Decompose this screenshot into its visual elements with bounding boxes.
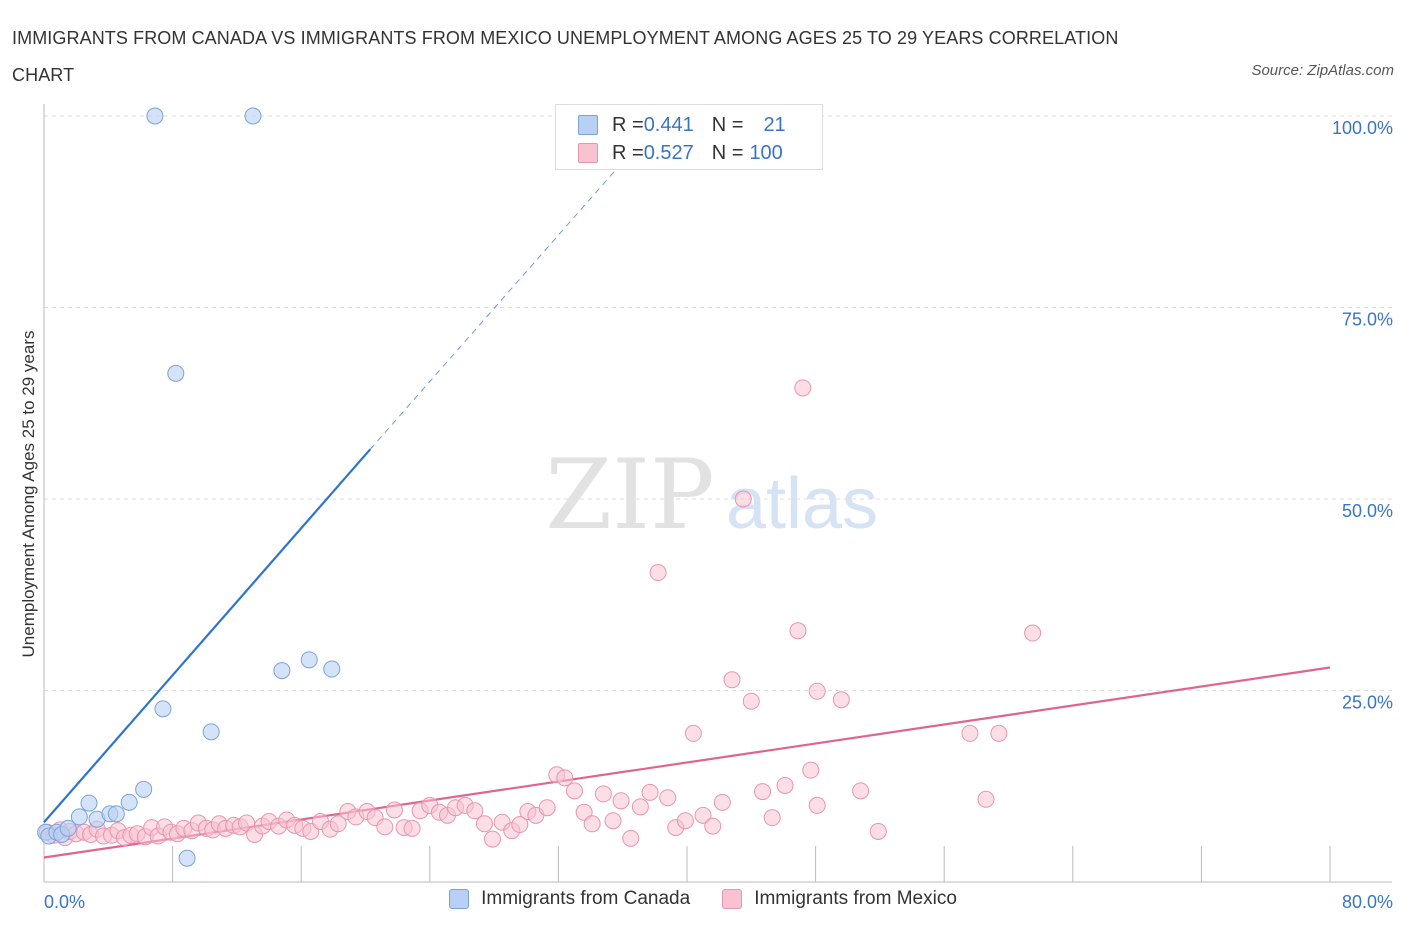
n-value: 21 <box>763 113 786 136</box>
chart-title: IMMIGRANTS FROM CANADA VS IMMIGRANTS FRO… <box>12 28 1119 85</box>
mexico-point <box>676 812 694 830</box>
mexico-point <box>990 724 1008 742</box>
source-label: Source: ZipAtlas.com <box>1251 62 1394 79</box>
mexico-point <box>869 822 887 840</box>
x-tick-label: 80.0% <box>1342 892 1393 912</box>
legend-row-mexico: R = 0.527 N = 100 <box>578 140 783 166</box>
mexico-point <box>832 691 850 709</box>
y-tick-label: 100.0% <box>1332 118 1393 138</box>
mexico-point <box>649 564 667 582</box>
mexico-point <box>238 814 256 832</box>
mexico-point <box>538 799 556 817</box>
mexico-point <box>385 801 403 819</box>
r-value: 0.527 <box>643 141 694 164</box>
canada-point <box>167 364 185 382</box>
canada-swatch <box>578 115 598 135</box>
mexico-point <box>329 815 347 833</box>
mexico-point <box>511 816 529 834</box>
mexico-point <box>704 817 722 835</box>
canada-point <box>300 651 318 669</box>
mexico-point <box>742 692 760 710</box>
mexico-point <box>808 682 826 700</box>
canada-point <box>59 819 77 837</box>
mexico-point <box>808 796 826 814</box>
r-label: R = <box>612 113 644 136</box>
y-tick-label: 25.0% <box>1342 693 1393 713</box>
canada-point <box>146 107 164 125</box>
mexico-point <box>403 819 421 837</box>
mexico-swatch <box>578 143 598 163</box>
n-value: 100 <box>749 141 783 164</box>
y-axis-label: Unemployment Among Ages 25 to 29 years <box>19 331 38 658</box>
mexico-point <box>583 815 601 833</box>
canada-point <box>178 849 196 867</box>
mexico-point <box>475 815 493 833</box>
y-tick-label: 50.0% <box>1342 501 1393 521</box>
canada-point <box>154 700 172 718</box>
correlation-legend: R = 0.441 N = 21 R = 0.527 N = 100 <box>555 104 823 170</box>
n-label: N = <box>711 141 744 164</box>
canada-legend-swatch <box>449 889 470 909</box>
mexico-point <box>694 806 712 824</box>
mexico-point <box>977 790 995 808</box>
canada-point <box>202 723 220 741</box>
series-legend: Immigrants from Canada Immigrants from M… <box>0 888 1406 910</box>
mexico-point <box>631 798 649 816</box>
r-label: R = <box>612 141 644 164</box>
canada-points <box>37 107 341 867</box>
mexico-point <box>754 783 772 801</box>
mexico-point <box>776 776 794 794</box>
mexico-point <box>565 782 583 800</box>
mexico-point <box>713 793 731 811</box>
canada-point <box>120 793 138 811</box>
legend-item-canada: Immigrants from Canada <box>449 888 690 910</box>
y-tick-label: 75.0% <box>1342 310 1393 330</box>
n-label: N = <box>711 113 744 136</box>
mexico-point <box>556 769 574 787</box>
watermark-zip: ZIP <box>545 439 714 551</box>
canada-trend-extension <box>369 161 624 450</box>
mexico-point <box>483 830 501 848</box>
grid-lines <box>44 115 1392 691</box>
canada-point <box>135 780 153 798</box>
mexico-point <box>723 671 741 689</box>
mexico-legend-swatch <box>722 889 743 909</box>
canada-point <box>244 107 262 125</box>
x-tick-label: 0.0% <box>44 892 85 912</box>
mexico-point <box>961 724 979 742</box>
mexico-point <box>734 490 752 508</box>
mexico-point <box>376 818 394 836</box>
r-value: 0.441 <box>643 113 694 136</box>
canada-point <box>273 662 291 680</box>
mexico-point <box>794 379 812 397</box>
mexico-points <box>38 379 1042 848</box>
mexico-point <box>684 724 702 742</box>
mexico-point <box>1024 624 1042 642</box>
canada-point <box>70 808 88 826</box>
mexico-point <box>604 812 622 830</box>
mexico-point <box>641 783 659 801</box>
canada-point <box>323 660 341 678</box>
mexico-point <box>763 809 781 827</box>
mexico-point <box>622 829 640 847</box>
legend-label-canada: Immigrants from Canada <box>481 888 691 909</box>
mexico-point <box>612 792 630 810</box>
canada-trend-line <box>43 448 372 823</box>
legend-label-mexico: Immigrants from Mexico <box>754 888 957 909</box>
canada-point <box>107 805 125 823</box>
mexico-point <box>466 802 484 820</box>
mexico-point <box>802 761 820 779</box>
mexico-point <box>789 622 807 640</box>
canada-point <box>80 794 98 812</box>
axes <box>43 104 1392 883</box>
mexico-point <box>852 782 870 800</box>
legend-row-canada: R = 0.441 N = 21 <box>578 112 786 138</box>
watermark-atlas: atlas <box>726 464 878 544</box>
mexico-point <box>594 785 612 803</box>
legend-item-mexico: Immigrants from Mexico <box>722 888 957 910</box>
mexico-point <box>575 803 593 821</box>
mexico-point <box>659 789 677 807</box>
tick-labels: 25.0% 50.0% 75.0% 100.0% 0.0% 80.0% <box>44 118 1393 912</box>
